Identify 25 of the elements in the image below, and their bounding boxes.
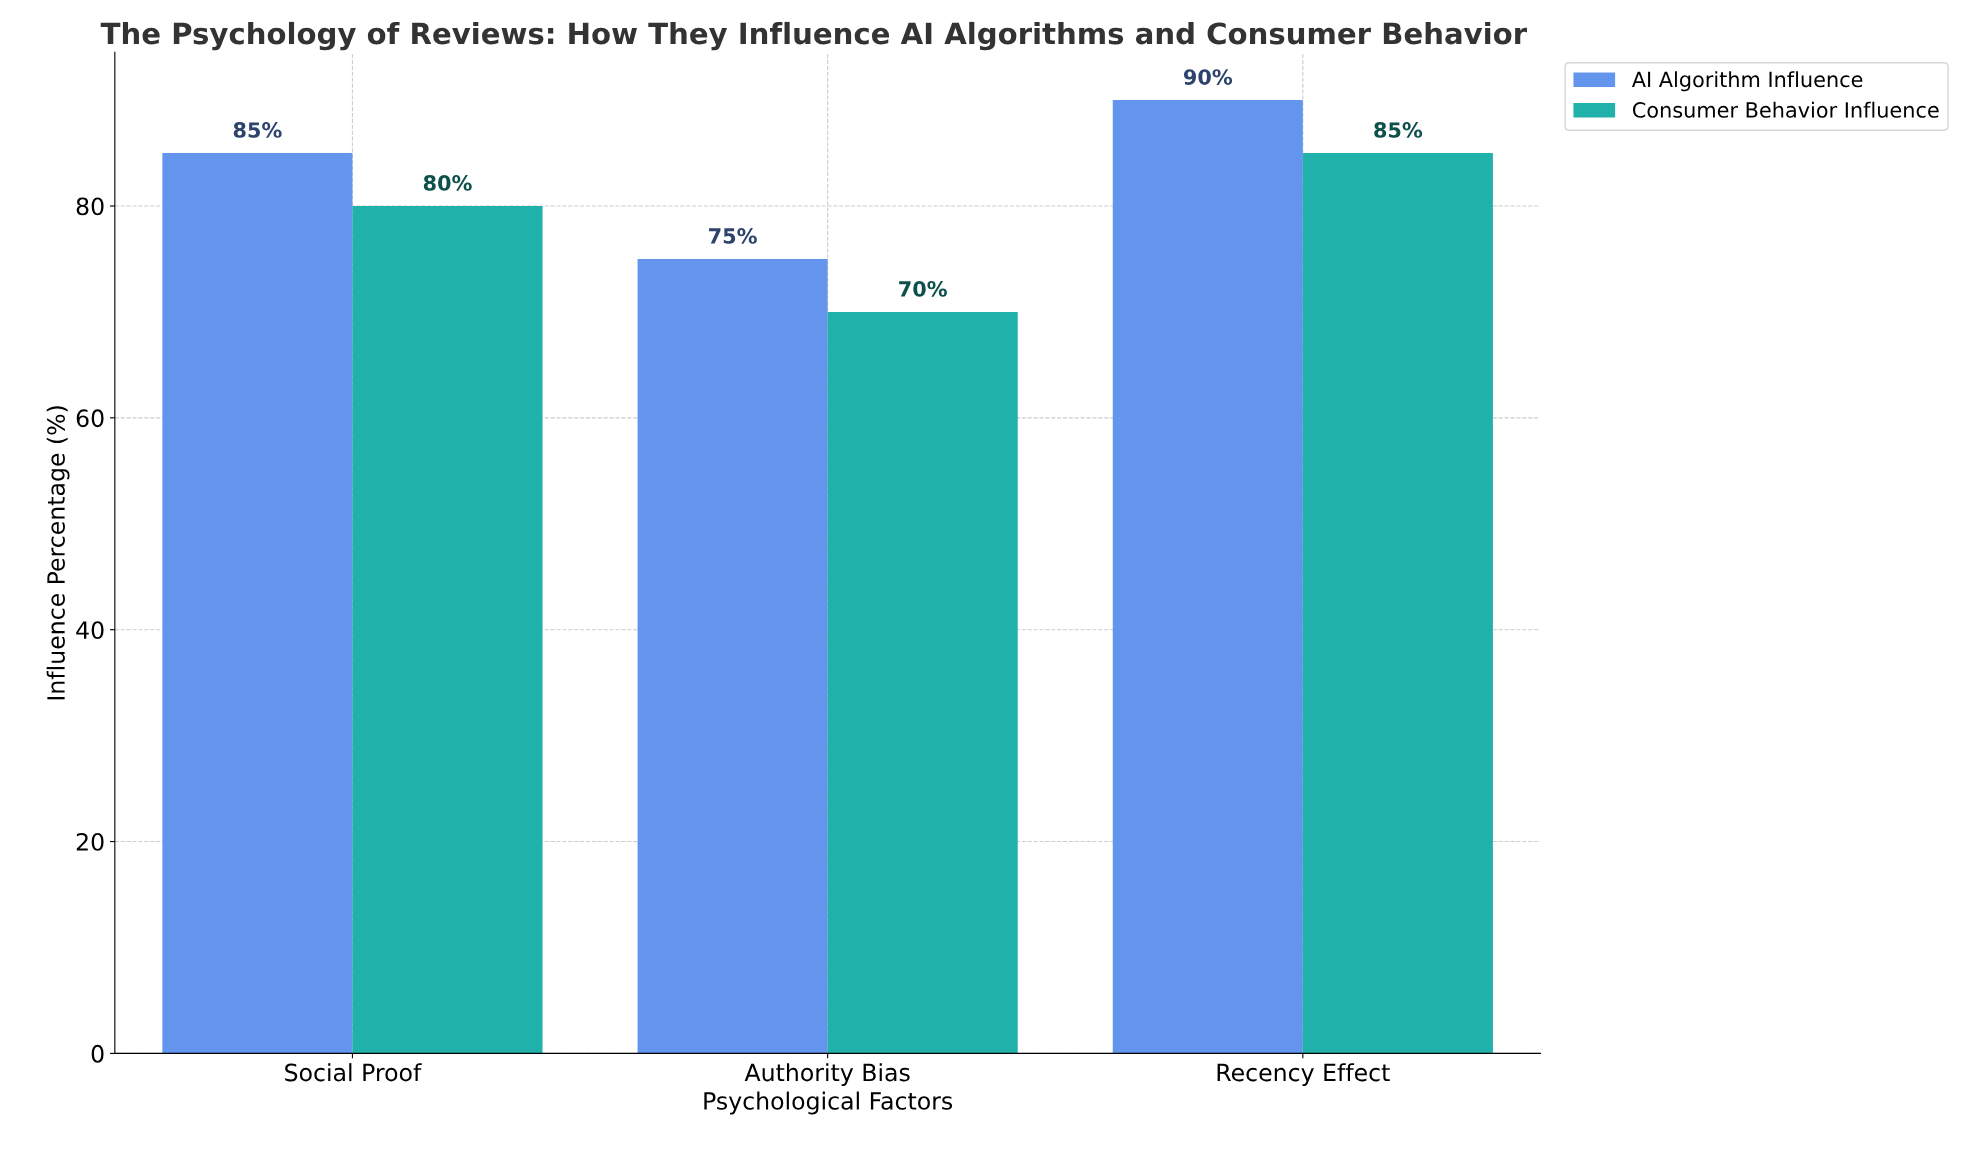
data-label: 70% <box>899 281 947 297</box>
y-tick-label: 60 <box>76 409 104 428</box>
bar <box>1112 100 1303 1054</box>
chart-title: The Psychology of Reviews: How They Influence AI Algorithms and Consumer Behavior <box>100 21 1528 51</box>
data-label: 90% <box>1183 69 1233 85</box>
x-axis-title: Psychological Factors <box>704 1091 953 1115</box>
data-label: 85% <box>1374 122 1423 138</box>
data-label: 75% <box>709 228 757 244</box>
data-label: 80% <box>423 175 472 191</box>
y-tick-label: 80 <box>76 197 104 216</box>
bar <box>827 311 1018 1054</box>
x-tick-label: Recency Effect <box>1217 1063 1390 1086</box>
legend-label: Consumer Behavior Influence <box>1632 101 1939 118</box>
y-tick-label: 40 <box>76 621 104 640</box>
data-label: 85% <box>233 122 282 138</box>
y-axis-title: Influence Percentage (%) <box>46 406 70 700</box>
bar <box>637 258 828 1054</box>
bar <box>1302 153 1493 1054</box>
y-tick-label: 20 <box>76 833 104 851</box>
bar <box>162 153 353 1054</box>
x-tick-label: Social Proof <box>285 1063 422 1082</box>
y-tick-label: 0 <box>91 1044 104 1063</box>
legend-label: AI Algorithm Influence <box>1631 71 1863 92</box>
bar <box>352 205 543 1054</box>
x-tick-label: Authority Bias <box>744 1063 910 1086</box>
